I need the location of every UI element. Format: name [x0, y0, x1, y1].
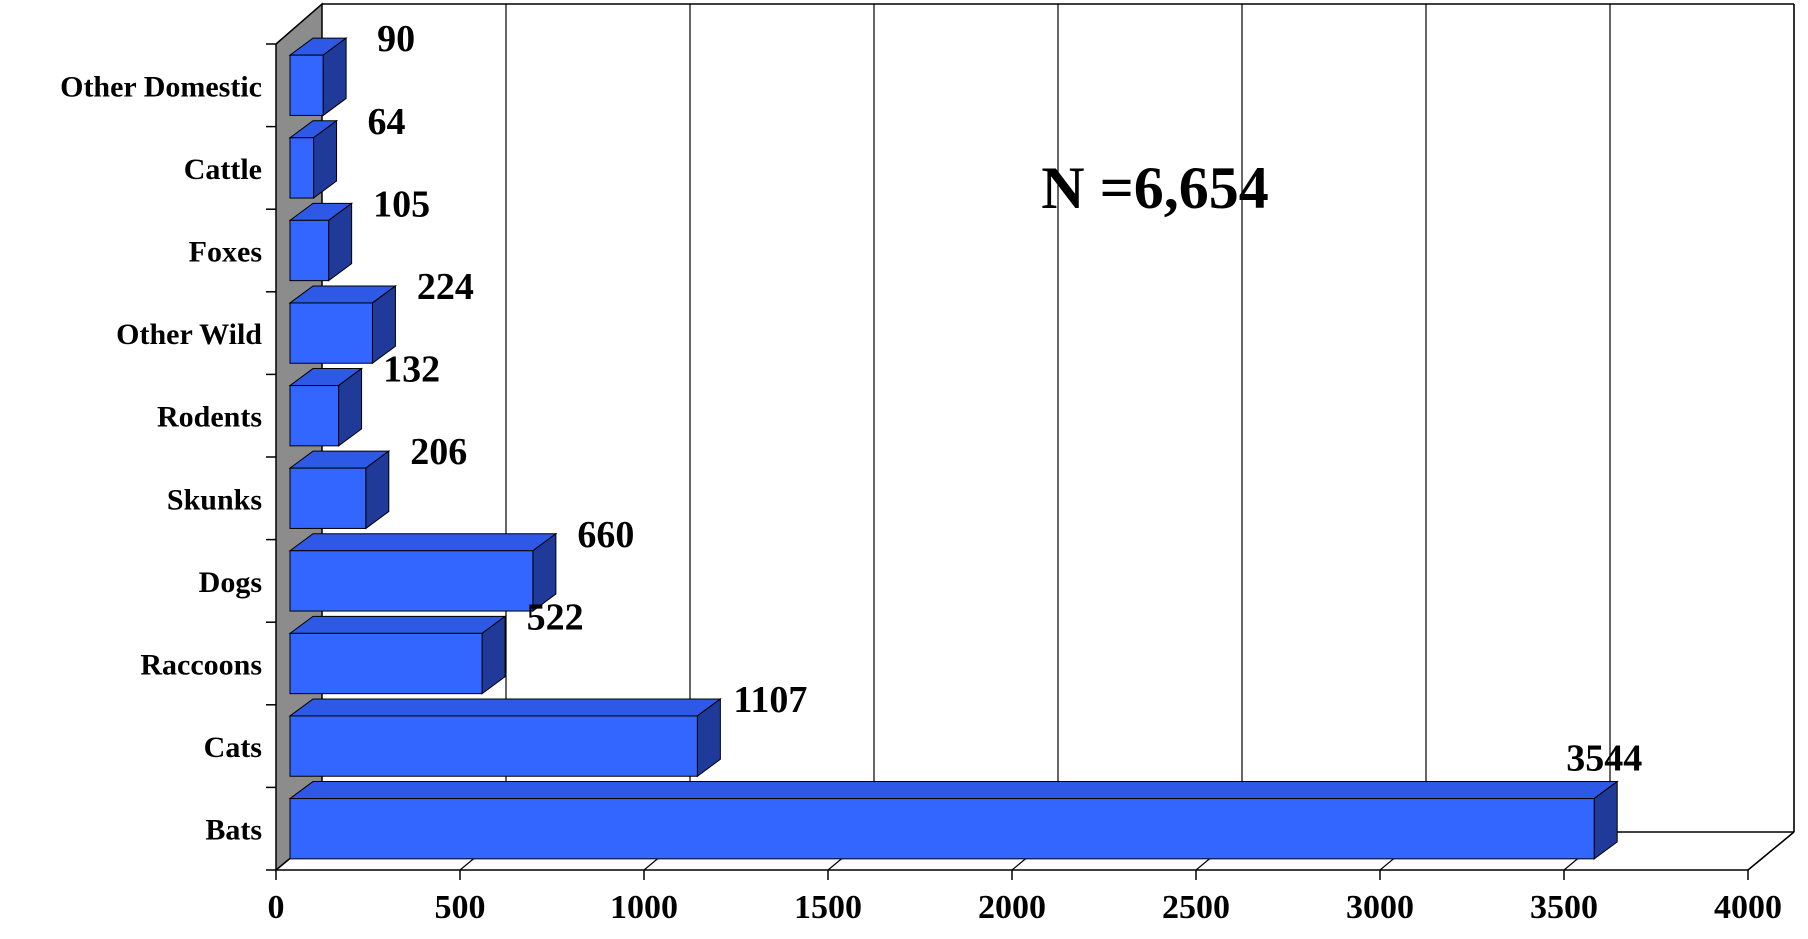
gridline-floor [1747, 831, 1795, 871]
bar-front-face [289, 798, 1595, 860]
category-label: Other Wild [116, 318, 262, 351]
bar-dogs [288, 532, 558, 613]
bar-other-domestic [288, 37, 348, 117]
data-label: 1107 [733, 679, 807, 721]
bar-top-face [288, 533, 558, 552]
bar-front-face [289, 715, 698, 777]
data-label: 90 [377, 18, 415, 60]
data-label: 224 [417, 266, 474, 308]
data-label: 132 [383, 349, 440, 391]
category-label: Cats [204, 731, 262, 764]
category-label: Dogs [199, 566, 262, 599]
bar-front-face [289, 385, 340, 447]
x-tick-label: 1000 [610, 889, 678, 926]
bar-front-face [289, 467, 367, 529]
data-labels: 3544 1107 522 660 206 132 224 105 64 90 [368, 18, 1643, 779]
bar-front-face [289, 137, 315, 199]
bar-raccoons [288, 615, 507, 695]
data-label: 105 [373, 183, 430, 225]
bar-cattle [288, 119, 339, 200]
x-tick-label: 4000 [1714, 889, 1782, 926]
data-label: 660 [577, 514, 634, 556]
bar-front-face [289, 550, 534, 612]
bar-top-face [288, 615, 507, 634]
category-label: Other Domestic [60, 70, 262, 103]
data-label: 522 [527, 596, 584, 638]
category-label: Cattle [184, 153, 262, 186]
bar-bats [288, 780, 1619, 860]
x-tick-label: 500 [435, 889, 486, 926]
bar-front-face [289, 219, 330, 282]
gridlines [275, 4, 1795, 880]
x-tick-label: 3500 [1530, 889, 1598, 926]
bar-front-face [289, 632, 483, 695]
x-tick-label: 2500 [1162, 889, 1230, 926]
category-labels: Bats Cats Raccoons Dogs Skunks Rodents Other W… [60, 70, 262, 846]
category-label: Rodents [157, 401, 262, 434]
bar-top-face [288, 698, 722, 717]
data-label: 64 [368, 101, 406, 143]
bar-cats [288, 697, 722, 778]
bar-rodents [288, 367, 364, 447]
data-label: 3544 [1566, 738, 1642, 780]
bar-skunks [288, 450, 391, 530]
bars [288, 37, 1619, 860]
x-tick-label: 0 [268, 889, 285, 926]
x-tick-labels: 0 500 1000 1500 2000 2500 3000 3500 4000 [268, 889, 1783, 926]
category-label: Bats [205, 814, 262, 847]
x-tick-label: 1500 [794, 889, 862, 926]
category-label: Raccoons [140, 649, 262, 682]
bar-front-face [289, 54, 324, 116]
category-label: Foxes [189, 236, 262, 269]
bar-other-wild [288, 284, 397, 365]
bar-front-face [289, 302, 373, 364]
sample-size-annotation: N =6,654 [1041, 155, 1269, 221]
bar-foxes [288, 202, 354, 282]
data-label: 206 [410, 431, 467, 473]
category-label: Skunks [167, 483, 262, 516]
bar-top-face [288, 781, 1619, 800]
x-tick-label: 3000 [1346, 889, 1414, 926]
x-tick-label: 2000 [978, 889, 1046, 926]
